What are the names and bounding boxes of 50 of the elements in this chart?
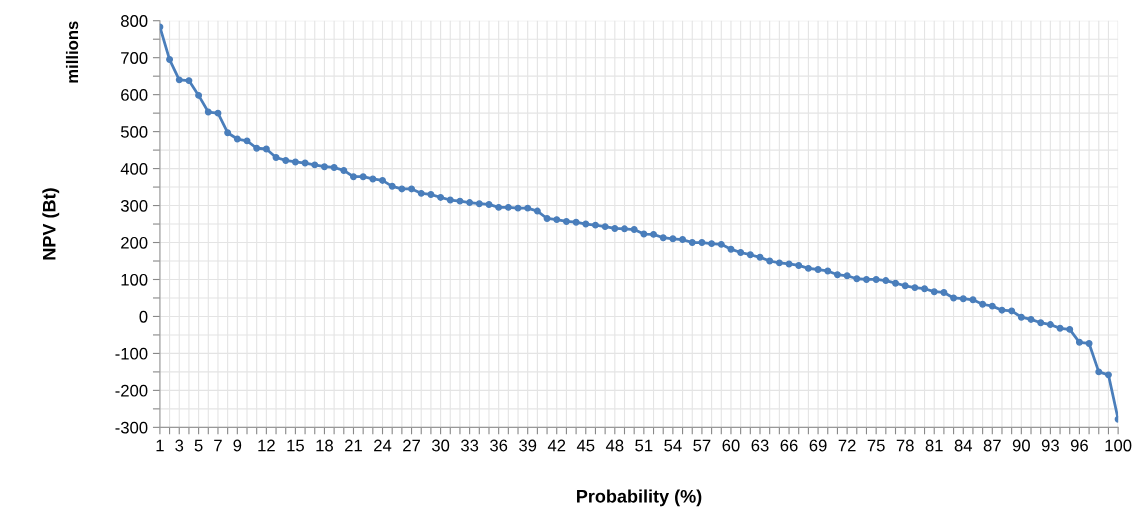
x-tick-label: 90 [1012,439,1030,452]
x-tick-label: 96 [1070,439,1088,452]
x-tick-label: 1 [156,439,164,452]
x-tick-label: 21 [345,439,362,452]
x-tick-label: 81 [925,439,943,452]
x-tick-label: 36 [490,439,508,452]
x-tick-label: 7 [214,439,222,452]
x-tick-label: 63 [751,439,769,452]
y-tick-label: -100 [115,347,148,360]
x-tick-label: 57 [693,439,711,452]
y-tick-label: 300 [120,199,148,212]
x-tick-label: 12 [258,439,275,452]
x-tick-label: 30 [431,439,450,452]
y-tick-label: 600 [121,89,148,101]
y-tick-label: 700 [121,52,148,64]
x-tick-label: 54 [664,439,682,452]
x-tick-label: 69 [809,439,827,452]
x-tick-label: 72 [838,439,856,452]
x-tick-label: 51 [635,439,653,452]
x-tick-label: 100 [1105,439,1132,452]
y-tick-label: 400 [120,162,148,175]
x-tick-label: 27 [403,439,420,452]
y-tick-label: 200 [121,236,148,249]
x-tick-label: 45 [576,439,595,452]
x-tick-label: 18 [316,439,333,452]
x-tick-label: 84 [954,439,973,452]
x-tick-label: 39 [519,439,537,452]
x-tick-label: 24 [374,439,392,452]
y-tick-label: 100 [121,273,148,286]
x-tick-label: 42 [547,439,566,452]
y-tick-label: 800 [121,15,148,27]
x-tick-label: 78 [896,439,914,452]
x-tick-label: 3 [175,439,184,452]
x-axis-title: Probability (%) [577,489,702,507]
y-tick-label: -300 [115,421,148,434]
x-tick-label: 60 [722,439,740,452]
x-tick-label: 75 [867,439,885,452]
x-tick-label: 33 [460,439,479,452]
x-tick-label: 5 [194,439,203,452]
x-tick-label: 15 [287,439,304,452]
x-tick-label: 9 [233,439,242,452]
y-tick-label: 500 [120,126,148,138]
y-axis-title: NPV (Bt) [42,188,60,260]
x-tick-label: 48 [605,439,624,452]
x-tick-label: 66 [780,439,798,452]
text: millions [65,21,79,83]
y-tick-label: 0 [139,310,148,323]
x-tick-label: 93 [1041,439,1059,452]
x-tick-label: 87 [983,439,1001,452]
y-tick-label: -200 [115,384,148,397]
